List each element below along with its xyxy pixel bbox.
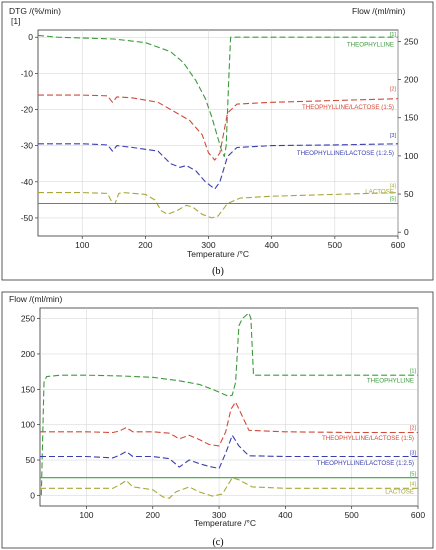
x-tick-label: 300 <box>201 240 215 250</box>
series-line-lactose <box>40 477 418 499</box>
series-index-label: [5] <box>410 472 417 478</box>
y-tick-label: 0 <box>28 32 33 42</box>
series-index-label: [1] <box>410 368 417 374</box>
series-label: LACTOSE <box>385 488 414 495</box>
series-line-theophylline-lactose-1-5 <box>40 401 418 447</box>
series-index-label: [1] <box>390 32 397 38</box>
series-line-theophylline-lactose-1-2-5 <box>38 143 399 190</box>
y-tick-label: 150 <box>21 384 35 394</box>
right-y-tick-label: 250 <box>404 36 418 46</box>
x-tick-label: 200 <box>138 240 152 250</box>
series-index-label: [4] <box>410 481 417 487</box>
y-tick-label: 100 <box>21 420 35 430</box>
series-line-theophylline-lactose-1-2-5 <box>40 434 418 470</box>
series-label: THEOPHYLLINE/LACTOSE (1:5) <box>302 104 394 111</box>
series-label: THEOPHYLLINE/LACTOSE (1:5) <box>322 435 414 442</box>
series-line-theophylline <box>37 34 398 158</box>
series-index-label: [3] <box>390 133 397 139</box>
series-label: THEOPHYLLINE/LACTOSE (1:2.5) <box>297 150 394 157</box>
panel-b-caption: (b) <box>212 266 224 277</box>
y-tick-label: -50 <box>21 213 34 223</box>
x-tick-label: 400 <box>265 240 279 250</box>
right-y-tick-label: 200 <box>404 75 418 85</box>
panel-c-plot-area <box>39 307 419 507</box>
y-tick-label: -10 <box>21 68 34 78</box>
panel-b-left-axis-title: DTG /(%/min) <box>9 6 61 16</box>
y-tick-label: -30 <box>21 141 34 151</box>
series-index-label: [4] <box>390 184 397 190</box>
x-tick-label: 500 <box>345 510 359 520</box>
y-tick-label: -20 <box>21 105 34 115</box>
x-tick-label: 200 <box>146 510 160 520</box>
x-tick-label: 300 <box>212 510 226 520</box>
x-tick-label: 400 <box>278 510 292 520</box>
y-tick-label: 0 <box>30 490 35 500</box>
panel-c-x-axis-title: Temperature /°C <box>194 518 256 528</box>
right-y-tick-label: 0 <box>404 227 409 237</box>
series-index-label: [5] <box>390 197 397 203</box>
series-label: THEOPHYLLINE/LACTOSE (1:2.5) <box>317 460 414 467</box>
series-label: THEOPHYLLINE <box>367 377 414 384</box>
x-tick-label: 600 <box>411 510 425 520</box>
x-tick-label: 100 <box>75 240 89 250</box>
y-tick-label: 50 <box>26 455 36 465</box>
right-y-tick-label: 50 <box>404 189 414 199</box>
y-tick-label: 200 <box>21 349 35 359</box>
right-y-tick-label: 150 <box>404 113 418 123</box>
series-label: THEOPHYLLINE <box>347 41 394 48</box>
panel-b-x-axis-title: Temperature /°C <box>187 249 249 259</box>
panel-c-caption: (c) <box>212 537 223 548</box>
y-tick-label: 250 <box>21 314 35 324</box>
series-index-label: [2] <box>390 87 397 93</box>
x-tick-label: 600 <box>391 240 405 250</box>
x-tick-label: 500 <box>328 240 342 250</box>
series-index-label: [3] <box>410 450 417 456</box>
panel-b-left-axis-unit-line: [1] <box>11 16 20 26</box>
series-line-theophylline-lactose-1-5 <box>38 94 399 161</box>
chart-panel-c: Flow /(ml/min) 100 200 300 400 500 600 0 50 100 1… <box>1 291 434 549</box>
series-index-label: [2] <box>410 426 417 432</box>
x-tick-label: 100 <box>79 510 93 520</box>
series-line-theophylline <box>40 312 418 496</box>
chart-panel-b: DTG /(%/min) [1] Flow /(ml/min) 100 200 30… <box>1 1 434 281</box>
series-label: LACTOSE <box>365 188 394 195</box>
panel-b-right-axis-title: Flow /(ml/min) <box>352 6 406 16</box>
panel-c-left-axis-title: Flow /(ml/min) <box>9 294 63 304</box>
y-tick-label: -40 <box>21 177 34 187</box>
right-y-tick-label: 100 <box>404 151 418 161</box>
